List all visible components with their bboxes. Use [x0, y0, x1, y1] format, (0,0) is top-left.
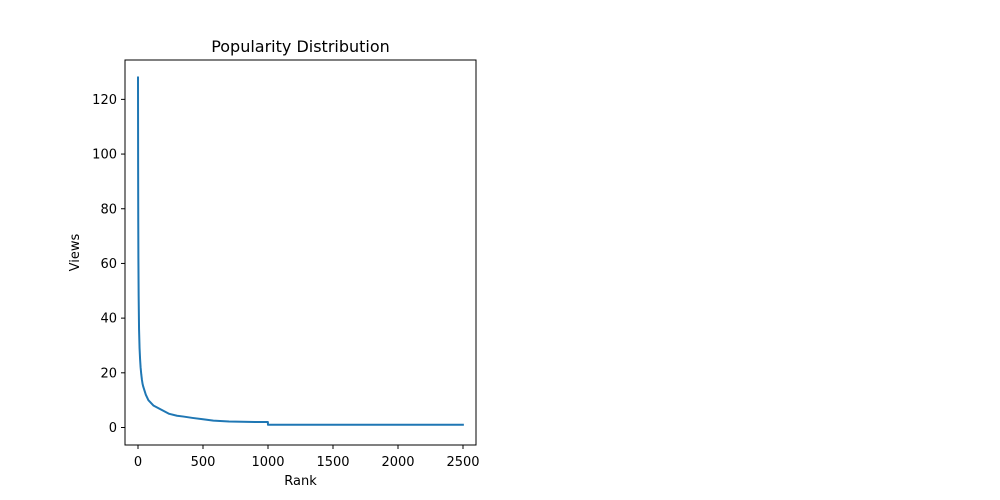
- x-tick-label: 2000: [381, 455, 414, 470]
- plot-area: [136, 76, 464, 426]
- y-tick-label: 0: [109, 421, 117, 436]
- y-tick-label: 20: [100, 366, 117, 381]
- y-tick-label: 60: [100, 257, 117, 272]
- x-tick-label: 2500: [446, 455, 479, 470]
- series-line: [136, 76, 464, 426]
- y-axis-label: Views: [68, 233, 83, 271]
- y-axis-ticks: 0 20 40 60 80 100 120: [92, 93, 125, 436]
- x-tick-label: 0: [134, 455, 142, 470]
- chart-title: Popularity Distribution: [211, 37, 390, 56]
- x-axis-ticks: 0 500 1000 1500 2000 2500: [134, 445, 480, 470]
- x-axis-label: Rank: [284, 474, 317, 489]
- x-tick-label: 500: [191, 455, 216, 470]
- x-tick-label: 1000: [251, 455, 284, 470]
- y-tick-label: 120: [92, 93, 117, 108]
- y-tick-label: 40: [100, 312, 117, 327]
- y-tick-label: 100: [92, 148, 117, 163]
- plot-frame: [124, 59, 477, 446]
- y-tick-label: 80: [100, 202, 117, 217]
- x-tick-label: 1500: [316, 455, 349, 470]
